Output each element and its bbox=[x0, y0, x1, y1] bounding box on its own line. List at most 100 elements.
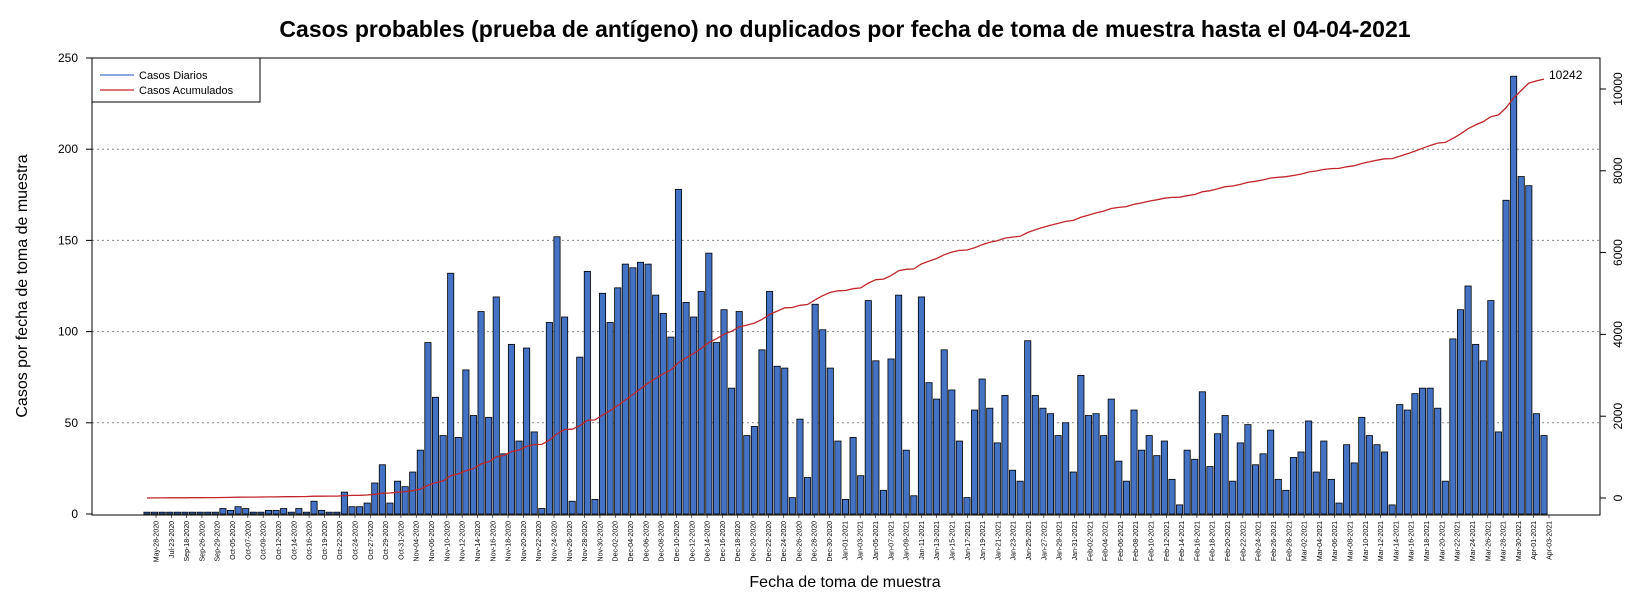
bar bbox=[1426, 387, 1434, 515]
bar bbox=[1229, 480, 1237, 515]
x-tick-label: Nov-04-2020 bbox=[414, 521, 421, 562]
x-tick-label: Mar-04-2021 bbox=[1317, 521, 1324, 561]
bar bbox=[682, 302, 690, 515]
x-tick-label: Mar-28-2021 bbox=[1501, 521, 1508, 561]
bar bbox=[940, 349, 948, 515]
bar bbox=[1381, 451, 1389, 515]
bar bbox=[1343, 444, 1351, 515]
x-tick-label: Jan-09-2021 bbox=[904, 521, 911, 560]
x-tick-label: Dec-28-2020 bbox=[812, 521, 819, 562]
x-tick-label: Oct-12-2020 bbox=[276, 521, 283, 560]
plot-frame bbox=[91, 57, 1601, 516]
bar bbox=[1153, 455, 1161, 515]
bar bbox=[674, 188, 682, 515]
x-tick-label: Dec-04-2020 bbox=[628, 521, 635, 562]
bar bbox=[151, 511, 159, 515]
x-tick-label: Dec-18-2020 bbox=[735, 521, 742, 562]
x-tick-label: Feb-28-2021 bbox=[1286, 521, 1293, 561]
bar bbox=[743, 435, 751, 515]
x-tick-label: Mar-26-2021 bbox=[1485, 521, 1492, 561]
x-tick-label: Oct-05-2020 bbox=[230, 521, 237, 560]
x-tick-label: Jan-01-2021 bbox=[842, 521, 849, 560]
bar bbox=[348, 506, 356, 515]
bar bbox=[530, 431, 538, 515]
y2-tick-label: 4000 bbox=[1611, 321, 1625, 348]
cumulative-line-group bbox=[146, 78, 1545, 499]
bar bbox=[1472, 343, 1480, 515]
bar bbox=[1138, 449, 1146, 515]
x-tick-label: Dec-22-2020 bbox=[766, 521, 773, 562]
bar bbox=[356, 506, 364, 515]
bar bbox=[857, 475, 865, 515]
bar bbox=[1525, 185, 1533, 515]
bar bbox=[652, 294, 660, 515]
bar bbox=[1251, 464, 1260, 515]
bar bbox=[507, 343, 515, 515]
bar bbox=[378, 464, 386, 515]
x-axis: May-28-2020 Jul-23-2020 Sep-18-2020 Sep-26-… bbox=[154, 515, 1554, 562]
x-tick-label: Nov-18-2020 bbox=[506, 521, 513, 562]
bar bbox=[401, 486, 409, 515]
bar bbox=[1456, 309, 1464, 515]
bar bbox=[287, 511, 295, 515]
bar bbox=[272, 509, 280, 515]
bar bbox=[1419, 387, 1427, 515]
bar bbox=[1365, 435, 1373, 515]
legend: Casos Diarios Casos Acumulados bbox=[91, 57, 261, 103]
bar bbox=[819, 329, 827, 515]
x-tick-label: Dec-06-2020 bbox=[643, 521, 650, 562]
grid-lines bbox=[92, 148, 1600, 424]
y2-tick-label: 2000 bbox=[1611, 403, 1625, 430]
x-tick-label: Oct-31-2020 bbox=[398, 521, 405, 560]
x-tick-label: Mar-20-2021 bbox=[1439, 521, 1446, 561]
x-tick-label: Jan-31-2021 bbox=[1072, 521, 1079, 560]
x-axis-label: Fecha de toma de muestra bbox=[749, 574, 940, 591]
y2-tick-label: 0 bbox=[1611, 494, 1625, 501]
bar bbox=[606, 322, 614, 515]
bar bbox=[1312, 471, 1320, 515]
bar bbox=[1001, 395, 1009, 515]
x-tick-label: Dec-26-2020 bbox=[796, 521, 803, 562]
x-tick-label: Feb-02-2021 bbox=[1087, 521, 1094, 561]
x-tick-label: Nov-26-2020 bbox=[567, 521, 574, 562]
x-tick-label: Dec-16-2020 bbox=[720, 521, 727, 562]
bar bbox=[925, 382, 933, 515]
bar bbox=[189, 511, 197, 515]
bar bbox=[295, 508, 303, 515]
x-tick-label: Oct-29-2020 bbox=[383, 521, 390, 560]
bar bbox=[302, 511, 310, 515]
x-tick-label: Jan-19-2021 bbox=[980, 521, 987, 560]
bar bbox=[196, 511, 204, 515]
bar bbox=[1031, 395, 1039, 515]
bar bbox=[1502, 199, 1510, 515]
bar bbox=[1449, 338, 1457, 515]
x-tick-label: Nov-28-2020 bbox=[582, 521, 589, 562]
y-axis-left: 0 50 100 150 200 250 bbox=[58, 51, 92, 521]
x-tick-label: Mar-30-2021 bbox=[1516, 521, 1523, 561]
bar bbox=[750, 426, 758, 515]
bar bbox=[986, 407, 994, 515]
x-tick-label: Oct-14-2020 bbox=[291, 521, 298, 560]
x-tick-label: Jan-23-2021 bbox=[1011, 521, 1018, 560]
bar bbox=[310, 500, 318, 515]
bar bbox=[325, 511, 333, 515]
bar bbox=[394, 480, 402, 515]
bar bbox=[462, 369, 470, 515]
x-tick-label: Feb-14-2021 bbox=[1179, 521, 1186, 561]
bar bbox=[1327, 478, 1335, 515]
bar bbox=[181, 511, 189, 515]
bar bbox=[1244, 424, 1252, 515]
bar bbox=[431, 396, 440, 515]
x-tick-label: Mar-10-2021 bbox=[1363, 521, 1370, 561]
bar bbox=[1062, 422, 1070, 515]
bar bbox=[864, 300, 872, 515]
bar bbox=[895, 294, 903, 515]
x-tick-label: Jan-05-2021 bbox=[873, 521, 880, 560]
x-tick-label: Mar-08-2021 bbox=[1348, 521, 1355, 561]
x-tick-label: Apr-03-2021 bbox=[1547, 521, 1554, 560]
y-tick-label: 100 bbox=[58, 325, 78, 339]
bar bbox=[712, 342, 720, 515]
bar bbox=[242, 508, 250, 515]
x-tick-label: Nov-24-2020 bbox=[552, 521, 559, 562]
